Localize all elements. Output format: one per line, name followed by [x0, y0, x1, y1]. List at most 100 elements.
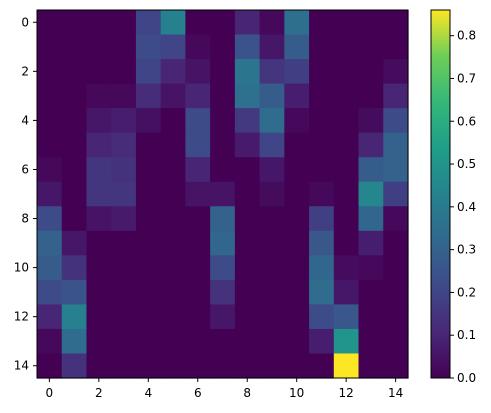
heatmap-cell-r2-c4: [135, 59, 162, 85]
heatmap-cell-r12-c13: [358, 304, 384, 330]
heatmap-cell-r11-c0: [37, 279, 63, 305]
heatmap-cell-r10-c12: [333, 255, 360, 281]
heatmap-cell-r3-c3: [111, 83, 137, 109]
x-tick-label: 12: [339, 386, 354, 400]
heatmap-cell-r4-c3: [111, 108, 137, 134]
heatmap-cell-r3-c5: [160, 83, 186, 109]
heatmap-cell-r2-c6: [185, 59, 211, 85]
heatmap-cell-r12-c10: [284, 304, 310, 330]
heatmap-cell-r13-c4: [135, 328, 162, 355]
heatmap-cell-r0-c13: [358, 10, 384, 36]
heatmap-cell-r11-c3: [111, 279, 137, 305]
x-tick-label: 8: [243, 386, 251, 400]
heatmap-cell-r14-c5: [160, 353, 186, 379]
heatmap-cell-r13-c13: [358, 328, 384, 355]
heatmap-cell-r3-c8: [234, 83, 261, 109]
heatmap-cell-r3-c7: [210, 83, 236, 109]
heatmap-cell-r7-c3: [111, 181, 137, 207]
heatmap-cell-r5-c2: [86, 132, 112, 158]
heatmap-cell-r1-c11: [309, 34, 335, 60]
heatmap-cell-r13-c11: [309, 328, 335, 355]
colorbar-tick-label: 0.5: [457, 157, 476, 171]
heatmap-cell-r7-c10: [284, 181, 310, 207]
heatmap-cell-r1-c0: [37, 34, 63, 60]
heatmap-cell-r13-c10: [284, 328, 310, 355]
heatmap-cell-r0-c8: [234, 10, 261, 36]
heatmap-cell-r9-c9: [259, 230, 285, 256]
heatmap-cell-r13-c12: [333, 328, 360, 355]
heatmap-cell-r1-c12: [333, 34, 360, 60]
heatmap-cell-r8-c12: [333, 206, 360, 232]
heatmap-cell-r2-c3: [111, 59, 137, 85]
heatmap-cell-r2-c0: [37, 59, 63, 85]
heatmap-cell-r5-c9: [259, 132, 285, 158]
heatmap-cell-r7-c11: [309, 181, 335, 207]
y-axis: 0 2 4 6 8 10 12 14: [14, 15, 37, 373]
heatmap-cell-r0-c14: [383, 10, 409, 36]
heatmap-cell-r3-c14: [383, 83, 409, 109]
heatmap-cell-r9-c2: [86, 230, 112, 256]
heatmap-cell-r3-c13: [358, 83, 384, 109]
x-axis: 0 2 4 6 8 10 12 14: [46, 378, 403, 400]
heatmap-cell-r13-c14: [383, 328, 409, 355]
colorbar: [431, 10, 450, 378]
heatmap-cell-r14-c8: [234, 353, 261, 379]
heatmap-cell-r6-c1: [61, 157, 88, 183]
heatmap-cell-r1-c9: [259, 34, 285, 60]
heatmap-cell-r0-c0: [37, 10, 63, 36]
colorbar-frame: [430, 9, 451, 379]
heatmap-cell-r7-c8: [234, 181, 261, 207]
heatmap-cell-r8-c1: [61, 206, 88, 232]
heatmap-cell-r4-c9: [259, 108, 285, 134]
colorbar-tick-label: 0.2: [457, 285, 476, 299]
heatmap-cell-r8-c8: [234, 206, 261, 232]
heatmap-cell-r11-c1: [61, 279, 88, 305]
heatmap-cell-r8-c10: [284, 206, 310, 232]
heatmap-cell-r5-c8: [234, 132, 261, 158]
heatmap-cell-r0-c11: [309, 10, 335, 36]
heatmap-cell-r1-c8: [234, 34, 261, 60]
heatmap-cell-r10-c13: [358, 255, 384, 281]
heatmap-cell-r5-c3: [111, 132, 137, 158]
heatmap-cell-r8-c4: [135, 206, 162, 232]
heatmap-cell-r5-c4: [135, 132, 162, 158]
heatmap-cell-r7-c2: [86, 181, 112, 207]
heatmap-cell-r14-c3: [111, 353, 137, 379]
heatmap-cell-r2-c12: [333, 59, 360, 85]
heatmap-cell-r9-c4: [135, 230, 162, 256]
y-tick-label: 6: [21, 162, 29, 176]
heatmap-cell-r7-c14: [383, 181, 409, 207]
heatmap-cell-r14-c2: [86, 353, 112, 379]
heatmap-cell-r12-c8: [234, 304, 261, 330]
heatmap-cell-r9-c1: [61, 230, 88, 256]
heatmap-cell-r4-c4: [135, 108, 162, 134]
heatmap-cell-r12-c9: [259, 304, 285, 330]
heatmap-cell-r5-c6: [185, 132, 211, 158]
heatmap-cell-r3-c11: [309, 83, 335, 109]
heatmap-cell-r8-c5: [160, 206, 186, 232]
heatmap-cell-r3-c9: [259, 83, 285, 109]
heatmap-cell-r6-c8: [234, 157, 261, 183]
heatmap-cell-r10-c11: [309, 255, 335, 281]
heatmap-cell-r12-c12: [333, 304, 360, 330]
heatmap-cell-r3-c4: [135, 83, 162, 109]
heatmap-cell-r3-c12: [333, 83, 360, 109]
heatmap-cell-r10-c8: [234, 255, 261, 281]
heatmap-cell-r9-c10: [284, 230, 310, 256]
heatmap-cell-r5-c11: [309, 132, 335, 158]
heatmap-cell-r12-c2: [86, 304, 112, 330]
heatmap-cell-r13-c8: [234, 328, 261, 355]
colorbar-tick-label: 0.4: [457, 200, 476, 214]
heatmap-cell-r14-c9: [259, 353, 285, 379]
heatmap-cell-r1-c5: [160, 34, 186, 60]
heatmap-cell-r0-c9: [259, 10, 285, 36]
heatmap-cell-r9-c5: [160, 230, 186, 256]
colorbar-tick-label: 0.8: [457, 29, 476, 43]
heatmap-cell-r2-c9: [259, 59, 285, 85]
heatmap-cell-r7-c6: [185, 181, 211, 207]
x-tick-label: 0: [46, 386, 54, 400]
y-tick-label: 2: [21, 64, 29, 78]
heatmap-cell-r11-c9: [259, 279, 285, 305]
heatmap-cell-r1-c14: [383, 34, 409, 60]
heatmap-cell-r3-c2: [86, 83, 112, 109]
